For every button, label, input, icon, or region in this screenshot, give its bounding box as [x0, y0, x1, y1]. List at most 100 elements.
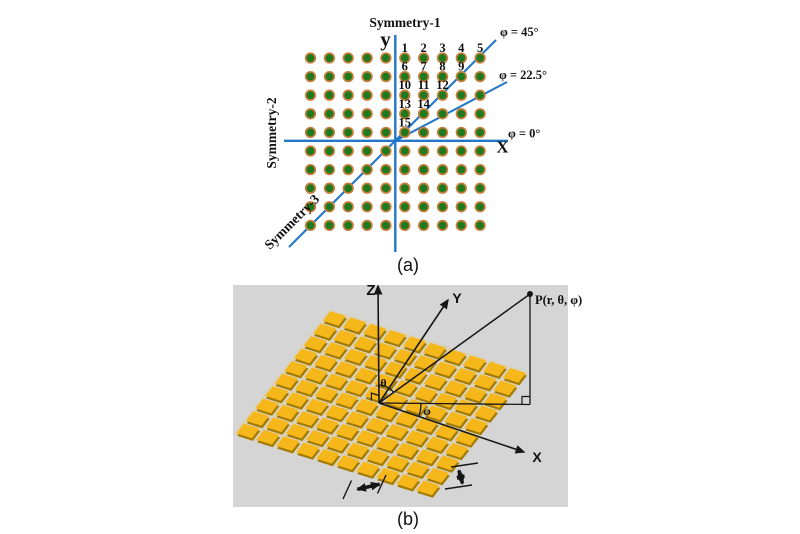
- patch-tile: [265, 417, 289, 433]
- element-number: 1: [402, 41, 408, 55]
- patch-tile: [365, 417, 389, 433]
- patch-tile: [313, 323, 337, 339]
- array-element-dot: [455, 89, 467, 101]
- element-number: 9: [458, 60, 464, 74]
- patch-tile: [385, 455, 409, 471]
- patch-tile: [294, 379, 318, 395]
- patch-tile: [365, 449, 389, 464]
- element-number: 4: [458, 41, 465, 55]
- array-element-dot: [399, 126, 411, 139]
- patch-tile: [314, 386, 338, 401]
- phi-0-label: φ = 0°: [508, 127, 540, 141]
- patch-tile: [396, 474, 420, 489]
- array-element-dot: [399, 201, 411, 213]
- patch-tile: [343, 348, 367, 364]
- x-axis-line-b: [378, 402, 526, 454]
- element-number: 13: [399, 97, 412, 111]
- array-element-dot: [474, 182, 486, 194]
- array-element-dot: [417, 219, 430, 232]
- patch-tile: [405, 430, 429, 446]
- array-element-dot: [436, 126, 449, 139]
- element-number: 12: [436, 78, 449, 92]
- array-element-dot: [380, 163, 392, 176]
- array-element-dot: [304, 108, 317, 120]
- element-number: 7: [420, 60, 426, 74]
- array-element-dot: [399, 70, 411, 83]
- dim-tick-right-2: [444, 484, 473, 490]
- element-number: 11: [418, 78, 430, 92]
- array-element-dot: [342, 70, 354, 83]
- array-element-dot: [304, 89, 317, 101]
- array-element-dot: [436, 163, 449, 176]
- y-axis-line-b: [378, 298, 449, 404]
- array-element-dot: [380, 182, 392, 194]
- patch-tile: [276, 436, 300, 451]
- patch-array: [236, 311, 527, 498]
- right-angle-mark-origin: [370, 392, 380, 401]
- patch-tile: [325, 405, 349, 420]
- patch-tile: [445, 443, 469, 458]
- array-element-dot: [399, 163, 411, 176]
- array-element-dot: [323, 52, 336, 64]
- array-element-dot: [361, 201, 373, 213]
- patch-tile: [433, 361, 457, 377]
- symmetry-2-label: Symmetry-2: [264, 97, 279, 168]
- array-element-dot: [474, 70, 486, 83]
- array-element-dot: [323, 219, 336, 232]
- caption-a: (a): [397, 255, 419, 275]
- patch-tile: [395, 442, 419, 458]
- patch-tile: [502, 368, 526, 383]
- element-spacing-arrow-y: [456, 469, 466, 485]
- array-element-dot: [399, 89, 411, 101]
- array-element-dot: [323, 182, 336, 194]
- array-element-dot: [455, 70, 467, 83]
- array-element-dot: [474, 145, 486, 157]
- patch-tile: [245, 411, 269, 426]
- array-element-dot: [399, 52, 411, 64]
- element-spacing-arrow-x: [356, 481, 381, 492]
- array-element-dot: [474, 108, 486, 120]
- patch-tile: [416, 480, 440, 496]
- patch-tile: [463, 386, 487, 402]
- patch-tile: [453, 367, 477, 383]
- patch-tile: [385, 424, 409, 439]
- array-element-dot: [455, 182, 467, 194]
- patch-tile: [405, 461, 429, 477]
- patch-tile: [344, 380, 368, 395]
- array-element-dot: [455, 163, 467, 176]
- array-element-dot: [417, 89, 430, 101]
- array-element-dot: [304, 219, 317, 232]
- patch-tile: [305, 430, 329, 445]
- patch-tile: [304, 367, 328, 383]
- phi-22.5deg-line: [394, 81, 508, 142]
- patch-tile: [303, 336, 327, 351]
- patch-tile: [403, 367, 427, 383]
- element-number: 2: [420, 41, 426, 55]
- patch-tile: [284, 361, 308, 376]
- array-element-dot: [342, 108, 354, 120]
- array-element-dot: [304, 201, 317, 213]
- array-element-dot: [323, 163, 336, 176]
- patch-tile: [335, 423, 359, 439]
- array-element-dot: [342, 126, 354, 139]
- array-element-dot: [323, 201, 336, 213]
- array-element-dot: [417, 70, 430, 83]
- array-element-dot: [342, 89, 354, 101]
- patch-tile: [376, 467, 400, 483]
- z-axis-line: [373, 284, 383, 404]
- array-element-dot: [436, 52, 449, 64]
- r-vector-line: [378, 293, 531, 404]
- patch-tile: [394, 380, 418, 395]
- phi-angle-arc: [417, 403, 422, 418]
- array-element-dot: [361, 145, 373, 157]
- array-element-dot: [304, 126, 317, 139]
- patch-tile: [374, 405, 398, 420]
- y-axis-label-b: Y: [452, 290, 462, 306]
- patch-tile: [255, 398, 279, 414]
- array-element-dot: [380, 219, 392, 232]
- patch-tile: [324, 373, 348, 389]
- patch-tile: [275, 404, 299, 420]
